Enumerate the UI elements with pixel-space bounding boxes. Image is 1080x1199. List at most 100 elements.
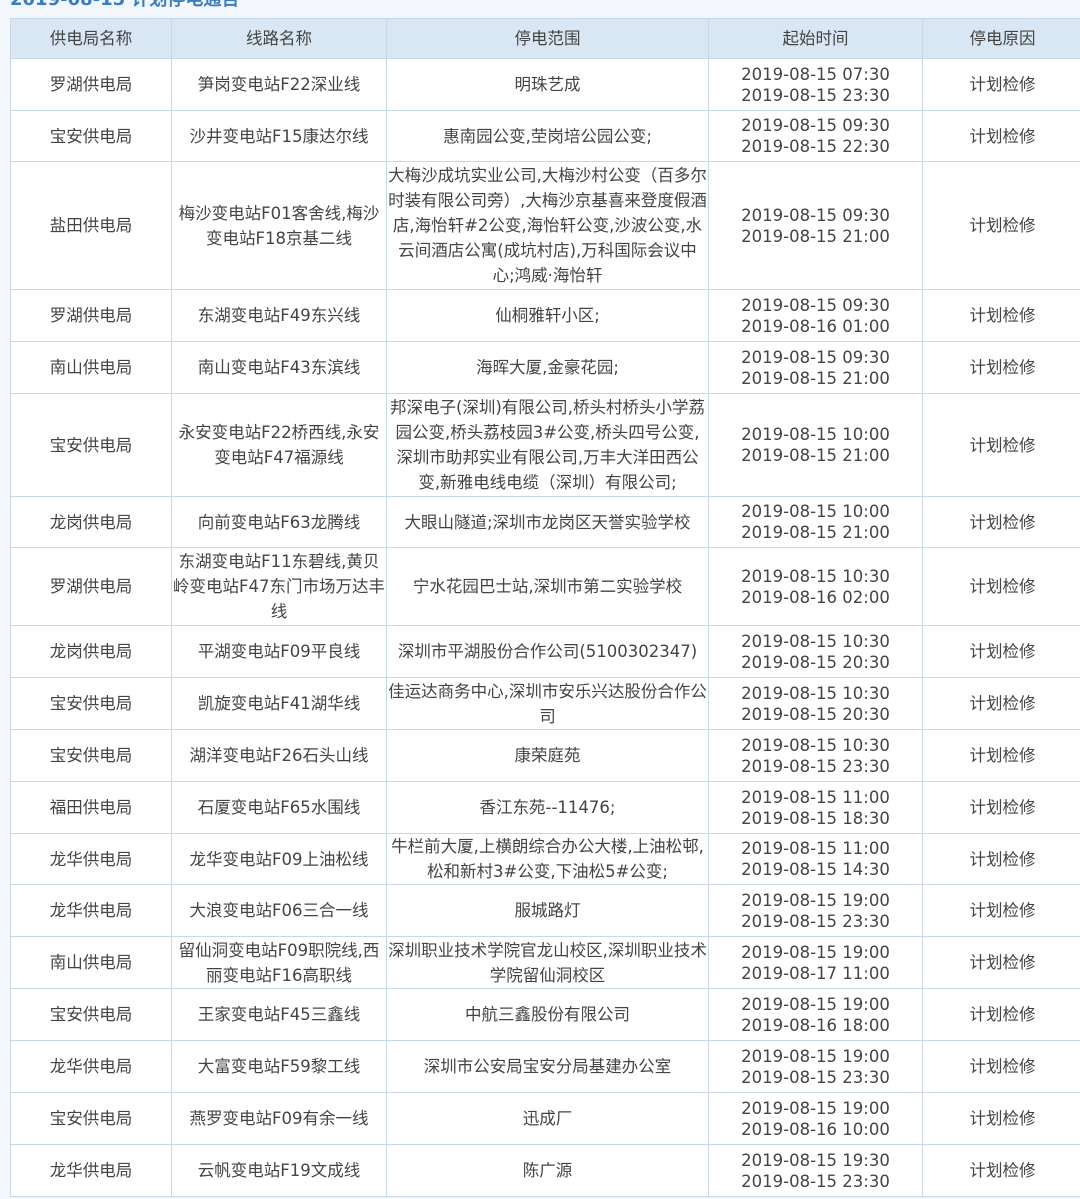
time-cell: 2019-08-15 11:00 2019-08-15 18:30 bbox=[708, 781, 923, 834]
table-cell: 仙桐雅轩小区; bbox=[386, 289, 709, 342]
table-cell: 计划检修 bbox=[922, 496, 1080, 548]
outage-table: 供电局名称 线路名称 停电范围 起始时间 停电原因 罗湖供电局 笋岗变电站F22深业线 明珠… bbox=[10, 18, 1080, 1197]
time-text: 2019-08-15 11:00 bbox=[741, 787, 890, 807]
table-row: 龙华供电局 龙华变电站F09上油松线 牛栏前大厦,上横朗综合办公大楼,上油松邨,松和… bbox=[10, 833, 1080, 885]
time-text: 2019-08-15 18:30 bbox=[741, 808, 890, 828]
time-text: 2019-08-16 18:00 bbox=[741, 1015, 890, 1035]
time-cell: 2019-08-15 10:30 2019-08-15 20:30 bbox=[708, 677, 923, 730]
table-cell: 云帆变电站F19文成线 bbox=[171, 1144, 387, 1197]
time-text: 2019-08-15 21:00 bbox=[741, 226, 890, 246]
table-cell: 计划检修 bbox=[922, 677, 1080, 730]
table-cell: 梅沙变电站F01客舍线,梅沙变电站F18京基二线 bbox=[171, 161, 387, 290]
time-text: 2019-08-15 19:00 bbox=[741, 1046, 890, 1066]
table-cell: 平湖变电站F09平良线 bbox=[171, 625, 387, 678]
time-text: 2019-08-15 10:30 bbox=[741, 566, 890, 586]
column-header: 停电原因 bbox=[922, 18, 1080, 59]
table-cell: 罗湖供电局 bbox=[10, 547, 172, 626]
time-text: 2019-08-15 21:00 bbox=[741, 368, 890, 388]
table-cell: 香江东苑--11476; bbox=[386, 781, 709, 834]
time-text: 2019-08-15 10:30 bbox=[741, 735, 890, 755]
time-cell: 2019-08-15 10:30 2019-08-15 20:30 bbox=[708, 625, 923, 678]
time-text: 2019-08-15 20:30 bbox=[741, 652, 890, 672]
time-text: 2019-08-15 21:00 bbox=[741, 523, 890, 542]
table-cell: 大眼山隧道;深圳市龙岗区天誉实验学校 bbox=[386, 496, 709, 548]
table-cell: 石厦变电站F65水围线 bbox=[171, 781, 387, 834]
time-cell: 2019-08-15 19:00 2019-08-15 23:30 bbox=[708, 1040, 923, 1093]
table-cell: 深圳市公安局宝安分局基建办公室 bbox=[386, 1040, 709, 1093]
table-row: 南山供电局 留仙洞变电站F09职院线,西丽变电站F16高职线 深圳职业技术学院官龙山… bbox=[10, 936, 1080, 989]
time-text: 2019-08-16 10:00 bbox=[741, 1119, 890, 1139]
time-cell: 2019-08-15 07:30 2019-08-15 23:30 bbox=[708, 58, 923, 111]
time-cell: 2019-08-15 19:30 2019-08-15 23:30 bbox=[708, 1144, 923, 1197]
table-cell: 宁水花园巴士站,深圳市第二实验学校 bbox=[386, 547, 709, 626]
table-cell: 深圳职业技术学院官龙山校区,深圳职业技术学院留仙洞校区 bbox=[386, 936, 709, 989]
time-text: 2019-08-15 07:30 bbox=[741, 64, 890, 84]
table-body: 罗湖供电局 笋岗变电站F22深业线 明珠艺成 2019-08-15 07:30 2019… bbox=[10, 58, 1080, 1197]
table-cell: 计划检修 bbox=[922, 781, 1080, 834]
table-row: 龙华供电局 大浪变电站F06三合一线 服城路灯 2019-08-15 19:00 201… bbox=[10, 884, 1080, 937]
table-cell: 罗湖供电局 bbox=[10, 58, 172, 111]
table-cell: 宝安供电局 bbox=[10, 988, 172, 1041]
time-text: 2019-08-16 01:00 bbox=[741, 316, 890, 336]
table-cell: 惠南园公变,茔岗培公园公变; bbox=[386, 110, 709, 162]
time-text: 2019-08-15 11:00 bbox=[741, 839, 890, 858]
table-cell: 东湖变电站F11东碧线,黄贝岭变电站F47东门市场万达丰线 bbox=[171, 547, 387, 626]
table-cell: 龙华供电局 bbox=[10, 833, 172, 885]
table-cell: 龙岗供电局 bbox=[10, 625, 172, 678]
time-cell: 2019-08-15 09:30 2019-08-15 22:30 bbox=[708, 110, 923, 162]
time-text: 2019-08-15 22:30 bbox=[741, 137, 890, 156]
table-cell: 康荣庭苑 bbox=[386, 729, 709, 782]
table-cell: 南山供电局 bbox=[10, 936, 172, 989]
table-cell: 龙华供电局 bbox=[10, 884, 172, 937]
time-text: 2019-08-15 10:00 bbox=[741, 502, 890, 521]
time-text: 2019-08-15 23:30 bbox=[741, 1067, 890, 1087]
time-cell: 2019-08-15 09:30 2019-08-15 21:00 bbox=[708, 161, 923, 290]
table-cell: 明珠艺成 bbox=[386, 58, 709, 111]
table-row: 盐田供电局 梅沙变电站F01客舍线,梅沙变电站F18京基二线 大梅沙成坑实业公司,大… bbox=[10, 161, 1080, 290]
table-row: 宝安供电局 王家变电站F45三鑫线 中航三鑫股份有限公司 2019-08-15 19:… bbox=[10, 988, 1080, 1041]
table-cell: 福田供电局 bbox=[10, 781, 172, 834]
table-cell: 计划检修 bbox=[922, 161, 1080, 290]
table-cell: 龙华供电局 bbox=[10, 1144, 172, 1197]
table-row: 宝安供电局 永安变电站F22桥西线,永安变电站F47福源线 邦深电子(深圳)有限公司… bbox=[10, 393, 1080, 497]
time-cell: 2019-08-15 19:00 2019-08-17 11:00 bbox=[708, 936, 923, 989]
table-row: 龙岗供电局 向前变电站F63龙腾线 大眼山隧道;深圳市龙岗区天誉实验学校 2019-0… bbox=[10, 496, 1080, 548]
table-cell: 迅成厂 bbox=[386, 1092, 709, 1145]
table-cell: 龙岗供电局 bbox=[10, 496, 172, 548]
column-header: 起始时间 bbox=[708, 18, 923, 59]
table-cell: 沙井变电站F15康达尔线 bbox=[171, 110, 387, 162]
column-header: 线路名称 bbox=[171, 18, 387, 59]
table-cell: 宝安供电局 bbox=[10, 1092, 172, 1145]
table-cell: 南山供电局 bbox=[10, 341, 172, 394]
time-text: 2019-08-15 10:30 bbox=[741, 683, 890, 703]
table-cell: 陈广源 bbox=[386, 1144, 709, 1197]
table-cell: 向前变电站F63龙腾线 bbox=[171, 496, 387, 548]
time-text: 2019-08-15 09:30 bbox=[741, 116, 890, 135]
table-cell: 南山变电站F43东滨线 bbox=[171, 341, 387, 394]
table-cell: 王家变电站F45三鑫线 bbox=[171, 988, 387, 1041]
column-header: 停电范围 bbox=[386, 18, 709, 59]
table-cell: 牛栏前大厦,上横朗综合办公大楼,上油松邨,松和新村3#公变,下油松5#公变; bbox=[386, 833, 709, 885]
table-cell: 东湖变电站F49东兴线 bbox=[171, 289, 387, 342]
time-text: 2019-08-15 19:30 bbox=[741, 1150, 890, 1170]
time-text: 2019-08-15 23:30 bbox=[741, 911, 890, 931]
time-text: 2019-08-16 02:00 bbox=[741, 587, 890, 607]
table-cell: 宝安供电局 bbox=[10, 393, 172, 497]
table-cell: 大梅沙成坑实业公司,大梅沙村公变（百多尔时装有限公司旁）,大梅沙京基喜来登度假酒… bbox=[386, 161, 709, 290]
table-cell: 计划检修 bbox=[922, 1144, 1080, 1197]
table-row: 龙岗供电局 平湖变电站F09平良线 深圳市平湖股份合作公司(5100302347) 2… bbox=[10, 625, 1080, 678]
time-cell: 2019-08-15 10:00 2019-08-15 21:00 bbox=[708, 496, 923, 548]
time-text: 2019-08-17 11:00 bbox=[741, 963, 890, 983]
time-text: 2019-08-15 19:00 bbox=[741, 994, 890, 1014]
column-header: 供电局名称 bbox=[10, 18, 172, 59]
time-cell: 2019-08-15 09:30 2019-08-16 01:00 bbox=[708, 289, 923, 342]
table-cell: 计划检修 bbox=[922, 341, 1080, 394]
table-cell: 燕罗变电站F09有余一线 bbox=[171, 1092, 387, 1145]
table-cell: 宝安供电局 bbox=[10, 677, 172, 730]
table-cell: 龙华供电局 bbox=[10, 1040, 172, 1093]
time-text: 2019-08-15 21:00 bbox=[741, 446, 890, 465]
time-text: 2019-08-15 10:00 bbox=[741, 425, 890, 444]
table-cell: 计划检修 bbox=[922, 1040, 1080, 1093]
time-cell: 2019-08-15 10:30 2019-08-16 02:00 bbox=[708, 547, 923, 626]
header-row: 供电局名称 线路名称 停电范围 起始时间 停电原因 bbox=[10, 18, 1080, 59]
